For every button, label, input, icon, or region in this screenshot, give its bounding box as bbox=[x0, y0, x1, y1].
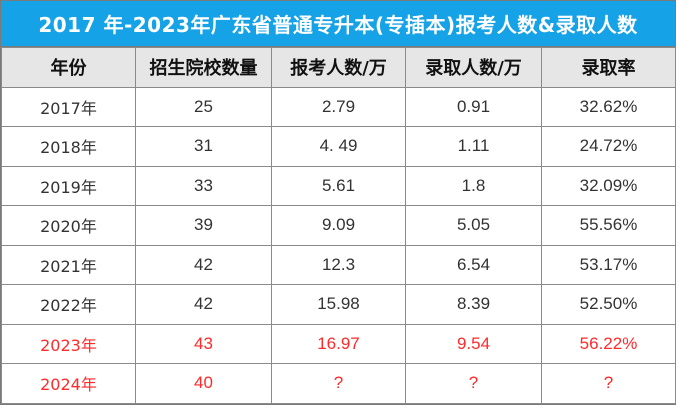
cell-admitted: 8.39 bbox=[405, 284, 542, 325]
cell-admitted: 6.54 bbox=[405, 244, 542, 285]
cell-applicants: 5.61 bbox=[271, 165, 406, 206]
cell-rate: 53.17% bbox=[541, 244, 676, 285]
cell-schools: 39 bbox=[135, 205, 272, 246]
cell-rate: 32.62% bbox=[541, 86, 676, 127]
cell-admitted: 9.54 bbox=[405, 323, 542, 364]
cell-year: 2020年 bbox=[1, 205, 136, 246]
cell-year: 2019年 bbox=[1, 165, 136, 206]
header-admitted: 录取人数/万 bbox=[405, 47, 542, 88]
cell-year: 2021年 bbox=[1, 244, 136, 285]
cell-schools: 25 bbox=[135, 86, 272, 127]
cell-rate: 56.22% bbox=[541, 323, 676, 364]
cell-rate: 24.72% bbox=[541, 126, 676, 167]
cell-applicants: ? bbox=[271, 363, 406, 404]
header-schools: 招生院校数量 bbox=[135, 47, 272, 88]
table-row: 2022年 42 15.98 8.39 52.50% bbox=[1, 284, 676, 325]
cell-year: 2022年 bbox=[1, 284, 136, 325]
table-row: 2024年 40 ? ? ? bbox=[1, 363, 676, 404]
cell-rate: 32.09% bbox=[541, 165, 676, 206]
cell-year: 2018年 bbox=[1, 126, 136, 167]
table-title: 2017 年-2023年广东省普通专升本(专插本)报考人数&录取人数 bbox=[1, 1, 675, 47]
cell-admitted: ? bbox=[405, 363, 542, 404]
cell-schools: 31 bbox=[135, 126, 272, 167]
cell-admitted: 1.11 bbox=[405, 126, 542, 167]
cell-applicants: 4. 49 bbox=[271, 126, 406, 167]
stats-table: 年份 招生院校数量 报考人数/万 录取人数/万 录取率 2017年 25 2.7… bbox=[1, 47, 676, 404]
table-row: 2019年 33 5.61 1.8 32.09% bbox=[1, 165, 676, 206]
cell-schools: 42 bbox=[135, 284, 272, 325]
cell-rate: 52.50% bbox=[541, 284, 676, 325]
cell-applicants: 9.09 bbox=[271, 205, 406, 246]
header-applicants: 报考人数/万 bbox=[271, 47, 406, 88]
cell-rate: 55.56% bbox=[541, 205, 676, 246]
cell-admitted: 0.91 bbox=[405, 86, 542, 127]
cell-schools: 33 bbox=[135, 165, 272, 206]
cell-schools: 40 bbox=[135, 363, 272, 404]
cell-rate: ? bbox=[541, 363, 676, 404]
cell-applicants: 16.97 bbox=[271, 323, 406, 364]
cell-year: 2017年 bbox=[1, 86, 136, 127]
table-row: 2017年 25 2.79 0.91 32.62% bbox=[1, 86, 676, 127]
table-row: 2021年 42 12.3 6.54 53.17% bbox=[1, 244, 676, 285]
cell-applicants: 2.79 bbox=[271, 86, 406, 127]
table-row: 2020年 39 9.09 5.05 55.56% bbox=[1, 205, 676, 246]
cell-admitted: 1.8 bbox=[405, 165, 542, 206]
cell-year: 2023年 bbox=[1, 323, 136, 364]
cell-admitted: 5.05 bbox=[405, 205, 542, 246]
cell-applicants: 15.98 bbox=[271, 284, 406, 325]
cell-schools: 43 bbox=[135, 323, 272, 364]
header-row: 年份 招生院校数量 报考人数/万 录取人数/万 录取率 bbox=[1, 47, 676, 88]
cell-schools: 42 bbox=[135, 244, 272, 285]
cell-year: 2024年 bbox=[1, 363, 136, 404]
header-year: 年份 bbox=[1, 47, 136, 88]
header-rate: 录取率 bbox=[541, 47, 676, 88]
table-row: 2023年 43 16.97 9.54 56.22% bbox=[1, 323, 676, 364]
cell-applicants: 12.3 bbox=[271, 244, 406, 285]
table-row: 2018年 31 4. 49 1.11 24.72% bbox=[1, 126, 676, 167]
